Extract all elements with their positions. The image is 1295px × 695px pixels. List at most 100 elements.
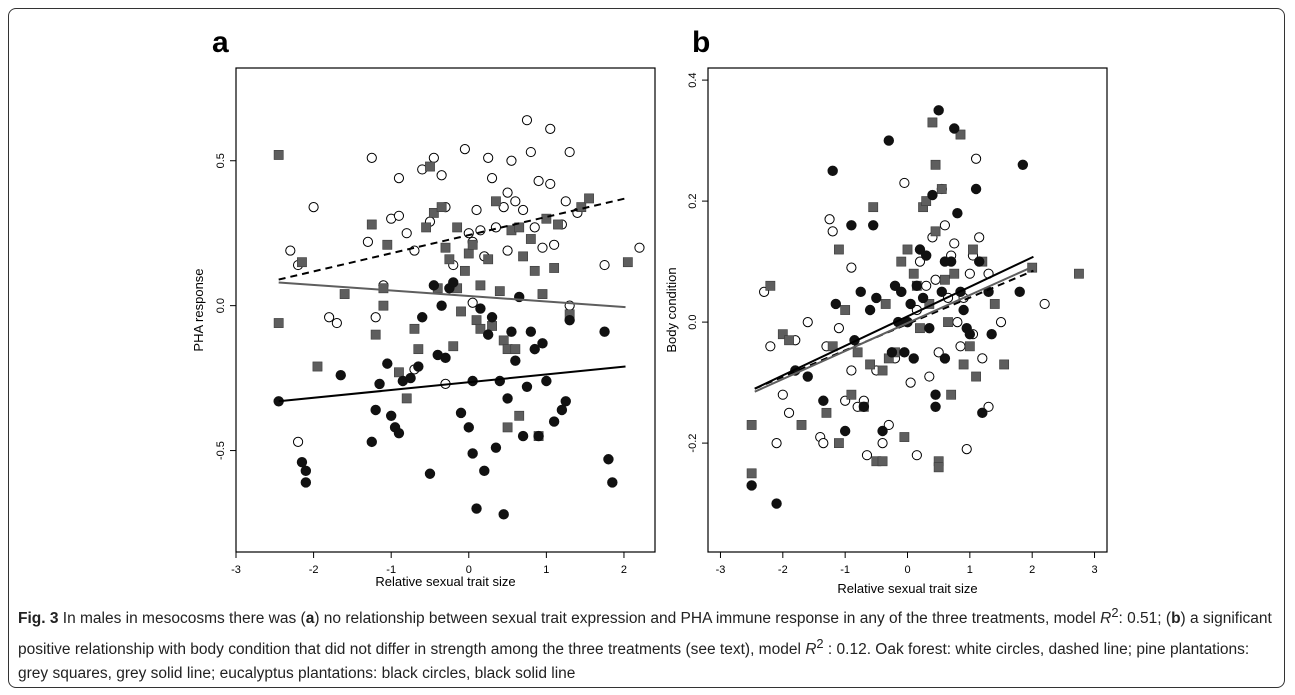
panel-b-point-eucalyptus xyxy=(936,286,947,298)
panel-b-point-pine xyxy=(989,299,1000,309)
panel-b-point-pine xyxy=(1074,268,1084,279)
panel-a-point-pine xyxy=(378,300,389,311)
panel-b-point-oak xyxy=(1039,298,1050,310)
panel-a-point-pine xyxy=(428,208,439,218)
panel-a-point-oak xyxy=(370,312,381,323)
panel-b-point-eucalyptus xyxy=(958,304,969,316)
panel-b-point-oak xyxy=(824,214,835,225)
panel-a-point-eucalyptus xyxy=(564,314,575,326)
panel-b-point-pine xyxy=(964,341,975,352)
panel-b-point-eucalyptus xyxy=(839,425,851,437)
panel-b-point-oak xyxy=(783,407,795,418)
panel-a-point-oak xyxy=(510,196,521,207)
panel-b-point-pine xyxy=(921,196,932,206)
panel-b-point-oak xyxy=(933,347,944,358)
panel-b-line-pine xyxy=(754,265,1034,393)
panel-b-point-oak xyxy=(877,438,888,449)
panel-b-point-eucalyptus xyxy=(864,304,876,316)
panel-a-point-pine xyxy=(514,410,525,421)
panel-b-point-pine xyxy=(968,244,978,255)
panel-b-point-pine xyxy=(930,159,941,170)
panel-b-point-eucalyptus xyxy=(846,220,857,231)
panel-a-point-oak xyxy=(467,297,478,308)
panel-a-point-oak xyxy=(459,144,470,155)
panel-b-point-eucalyptus xyxy=(802,371,813,382)
panel-a-point-eucalyptus xyxy=(529,343,540,355)
panel-a-point-pine xyxy=(297,257,307,268)
caption-sup: 2 xyxy=(1111,605,1119,620)
panel-a-point-oak xyxy=(490,222,502,233)
panel-b-point-oak xyxy=(818,438,829,449)
panel-b-point-oak xyxy=(905,377,916,388)
panel-a-point-eucalyptus xyxy=(424,468,436,479)
panel-a-point-pine xyxy=(471,315,482,326)
panel-a-point-pine xyxy=(425,161,435,172)
caption-fig-label: Fig. 3 xyxy=(18,610,59,628)
panel-a-point-pine xyxy=(622,257,633,268)
panel-a-point-pine xyxy=(467,239,478,250)
panel-b-point-oak xyxy=(974,232,985,243)
panel-a-point-eucalyptus xyxy=(533,430,544,442)
panel-a-point-oak xyxy=(549,239,560,250)
panel-b-point-oak xyxy=(995,317,1007,328)
panel-b-point-eucalyptus xyxy=(908,353,919,364)
panel-b-point-eucalyptus xyxy=(871,292,882,304)
panel-a-ytick-label: 0.0 xyxy=(215,298,227,313)
panel-a-point-pine xyxy=(518,251,528,262)
panel-b-point-pine xyxy=(834,244,844,255)
panel-a-point-eucalyptus xyxy=(603,454,614,465)
caption-text-1: In males in mesocosms there was ( xyxy=(58,610,306,628)
panel-a-point-pine xyxy=(491,196,501,207)
panel-a-point-eucalyptus xyxy=(296,456,308,468)
panel-a-point-eucalyptus xyxy=(482,329,494,340)
panel-b-point-eucalyptus xyxy=(911,280,923,292)
panel-b-point-pine xyxy=(899,432,910,442)
panel-b-point-pine xyxy=(946,389,957,400)
panel-a-point-pine xyxy=(370,329,381,340)
panel-a-point-oak xyxy=(486,173,498,184)
panel-b-point-oak xyxy=(952,317,963,328)
panel-b-point-pine xyxy=(765,280,776,291)
panel-a-point-oak xyxy=(537,242,548,253)
panel-b-point-oak xyxy=(777,389,788,400)
panel-a-point-pine xyxy=(378,283,389,294)
panel-b-point-pine xyxy=(943,317,953,327)
panel-b-xtick-label: 1 xyxy=(967,564,973,576)
panel-a-point-eucalyptus xyxy=(517,430,529,442)
panel-b-ytick-label: 0.4 xyxy=(687,72,699,87)
panel-b-point-eucalyptus xyxy=(939,353,951,364)
panel-a-label: a xyxy=(212,26,229,59)
panel-a-point-pine xyxy=(382,239,393,250)
panel-b-point-eucalyptus xyxy=(917,292,929,304)
panel-b-point-eucalyptus xyxy=(1017,159,1029,171)
panel-b-point-pine xyxy=(796,420,807,430)
panel-b-point-oak xyxy=(911,450,922,461)
panel-b-point-eucalyptus xyxy=(949,123,960,134)
panel-a-xtick-label: 0 xyxy=(466,564,472,576)
panel-a-point-oak xyxy=(393,210,405,221)
panel-a-plot-box xyxy=(235,67,656,553)
panel-b-point-pine xyxy=(877,456,888,467)
panel-b-point-oak xyxy=(924,371,935,382)
panel-b-point-oak xyxy=(765,341,776,352)
panel-b-point-pine xyxy=(933,462,944,473)
panel-a-point-pine xyxy=(514,222,525,233)
panel-b-point-pine xyxy=(846,389,857,400)
panel-b-point-pine xyxy=(902,244,913,255)
panel-b-point-pine xyxy=(746,420,757,430)
panel-b-point-pine xyxy=(834,438,844,448)
panel-b-point-eucalyptus xyxy=(1014,286,1025,298)
panel-b-point-oak xyxy=(899,177,910,189)
panel-a-point-eucalyptus xyxy=(300,465,312,477)
caption-r2: R xyxy=(805,640,817,658)
panel-a-point-pine xyxy=(394,367,404,378)
panel-b-xtick-label: 0 xyxy=(904,564,910,576)
panel-b-point-oak xyxy=(955,341,966,352)
panel-a-point-eucalyptus xyxy=(498,509,509,520)
panel-a-point-eucalyptus xyxy=(607,477,618,488)
panel-a-point-eucalyptus xyxy=(413,361,424,372)
panel-a-point-eucalyptus xyxy=(494,375,506,387)
panel-a-point-pine xyxy=(502,422,513,433)
panel-b-point-pine xyxy=(746,468,757,479)
panel-a-point-pine xyxy=(549,263,560,273)
